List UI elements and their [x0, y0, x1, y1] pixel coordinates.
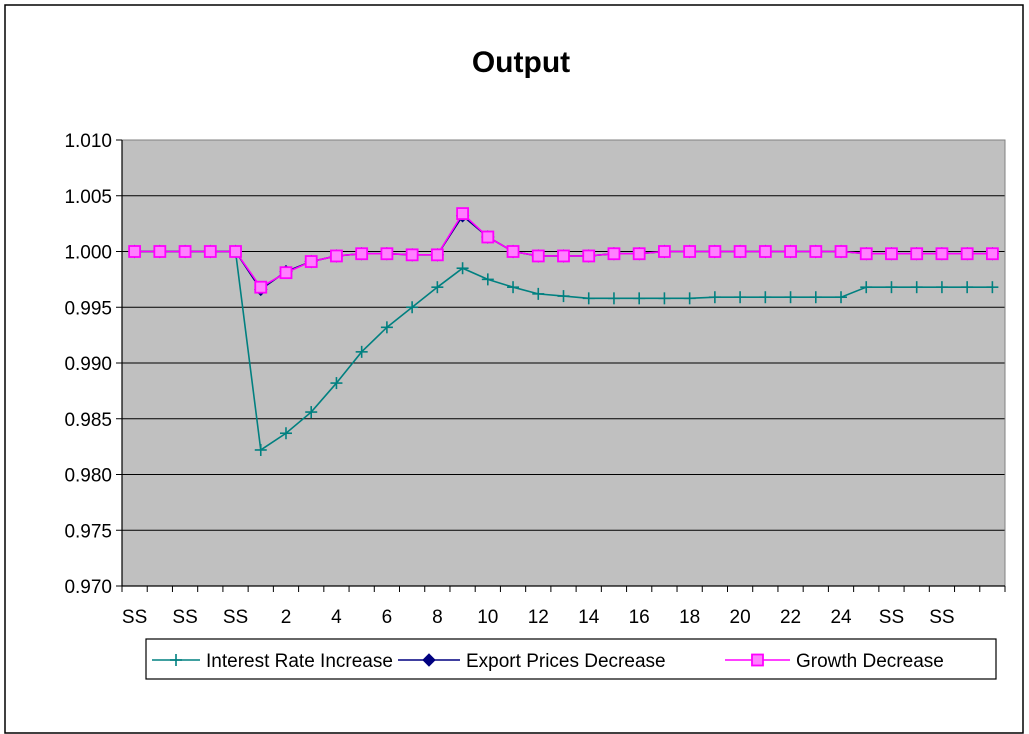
- x-tick-label: SS: [879, 607, 904, 628]
- x-tick-label: SS: [223, 607, 248, 628]
- data-point: [506, 245, 520, 258]
- x-tick-label: SS: [122, 607, 147, 628]
- legend-box: [145, 638, 997, 680]
- data-point: [279, 266, 293, 280]
- data-point: [557, 249, 570, 263]
- x-tick-label: 22: [780, 607, 801, 628]
- data-point: [531, 249, 545, 263]
- x-tick-label: 2: [281, 607, 292, 628]
- data-point: [658, 245, 671, 258]
- data-point: [254, 280, 268, 294]
- data-point: [784, 245, 797, 258]
- y-tick-label: 0.970: [64, 577, 112, 598]
- legend-label: Export Prices Decrease: [466, 651, 666, 672]
- data-point: [985, 247, 999, 261]
- data-point: [834, 245, 848, 258]
- data-point: [481, 230, 495, 244]
- y-tick-label: 0.990: [64, 354, 112, 375]
- data-point: [935, 247, 949, 261]
- data-point: [859, 247, 873, 261]
- data-point: [960, 247, 974, 261]
- y-tick-label: 1.010: [64, 131, 112, 152]
- y-tick-label: 0.980: [64, 466, 112, 487]
- data-point: [128, 245, 142, 258]
- data-point: [178, 245, 192, 258]
- data-point: [758, 245, 772, 258]
- y-tick-label: 1.000: [64, 243, 112, 264]
- x-tick-label: 10: [477, 607, 498, 628]
- x-tick-label: SS: [172, 607, 197, 628]
- data-point: [910, 247, 924, 261]
- data-point: [809, 245, 823, 258]
- data-point: [304, 255, 318, 268]
- legend-entry: Export Prices Decrease: [398, 651, 666, 672]
- data-point: [751, 653, 764, 667]
- legend-label: Growth Decrease: [796, 651, 944, 672]
- data-point: [229, 245, 242, 258]
- data-point: [355, 247, 369, 261]
- data-point: [456, 207, 469, 220]
- x-tick-label: 18: [679, 607, 700, 628]
- x-tick-label: SS: [929, 607, 954, 628]
- data-point: [405, 248, 419, 262]
- legend-entry: Interest Rate Increase: [152, 651, 393, 672]
- data-point: [632, 247, 646, 261]
- data-point: [607, 247, 621, 261]
- axes: 0.970 0.975 0.980 0.985 0.990 0.995 1.000 1.005…: [64, 131, 1006, 628]
- x-tick-label: 4: [331, 607, 342, 628]
- data-point: [153, 245, 167, 258]
- x-tick-label: 20: [730, 607, 751, 628]
- data-point: [708, 245, 722, 258]
- x-tick-label: 6: [382, 607, 393, 628]
- y-tick-label: 1.005: [64, 187, 112, 208]
- chart-title: Output: [472, 46, 570, 79]
- y-tick-label: 0.975: [64, 521, 112, 542]
- data-point: [683, 245, 697, 258]
- x-tick-label: 12: [528, 607, 549, 628]
- series-lines: [127, 207, 1000, 456]
- x-tick-label: 24: [830, 607, 852, 628]
- data-point: [582, 249, 596, 263]
- data-point: [885, 247, 898, 261]
- legend-entry: Growth Decrease: [725, 651, 944, 672]
- data-point: [422, 653, 436, 667]
- y-tick-label: 0.985: [64, 410, 112, 431]
- legend: Interest Rate Increase Export Prices Decr…: [145, 638, 997, 680]
- data-point: [330, 249, 343, 263]
- x-tick-label: 8: [432, 607, 443, 628]
- data-point: [733, 245, 747, 258]
- x-tick-label: 14: [578, 607, 600, 628]
- legend-label: Interest Rate Increase: [206, 651, 393, 672]
- x-tick-label: 16: [629, 607, 650, 628]
- y-tick-label: 0.995: [64, 298, 112, 319]
- data-point: [380, 247, 394, 261]
- data-point: [430, 248, 444, 262]
- series-growth-decrease: [128, 207, 999, 294]
- data-point: [203, 245, 217, 258]
